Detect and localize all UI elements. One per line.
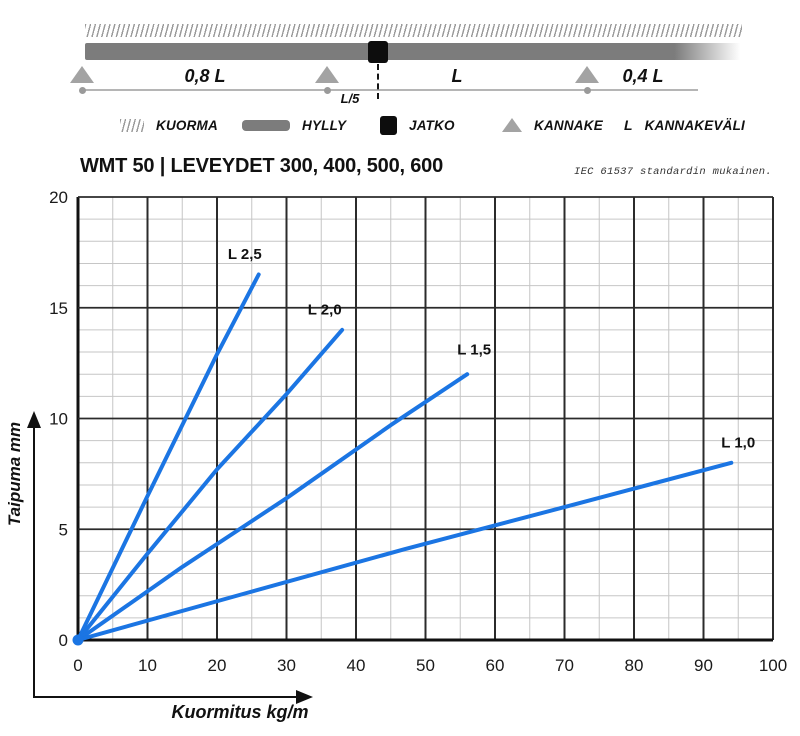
series-line (76, 372, 470, 642)
span-baseline (82, 89, 698, 91)
y-tick-label: 20 (49, 188, 68, 207)
support-point (584, 87, 591, 94)
y-axis-arrowhead-icon (27, 411, 41, 428)
y-tick-label: 0 (59, 631, 68, 650)
series-label: L 1,0 (721, 434, 755, 451)
y-tick-label: 5 (59, 520, 68, 539)
beam-diagram: 0,8 L L 0,4 L L/5 KUORMA HYLLY JATKO KAN… (0, 0, 800, 150)
x-tick-label: 0 (73, 656, 82, 675)
span-label-08l: 0,8 L (184, 66, 226, 86)
legend-item-hylly: HYLLY (242, 112, 346, 138)
standard-note: IEC 61537 standardin mukainen. (573, 166, 772, 178)
series-line (76, 327, 345, 642)
legend-label: KANNAKE (534, 117, 603, 133)
span-label-l: L (451, 66, 463, 86)
legend-item-kannake: KANNAKE (502, 112, 603, 138)
x-tick-label: 90 (694, 656, 713, 675)
x-tick-label: 20 (208, 656, 227, 675)
joint-square-icon (380, 115, 397, 135)
support-point (324, 87, 331, 94)
x-tick-label: 40 (347, 656, 366, 675)
x-tick-label: 50 (416, 656, 435, 675)
shelf-bar (85, 43, 747, 60)
series-label: L 2,0 (308, 301, 342, 318)
series-label: L 1,5 (457, 341, 491, 358)
legend-label: JATKO (409, 117, 455, 133)
x-tick-label: 60 (486, 656, 505, 675)
legend-label: KANNAKEVÄLI (644, 117, 746, 133)
joint-offset-label: L/5 (340, 91, 360, 106)
x-tick-label: 70 (555, 656, 574, 675)
support-triangle (70, 66, 94, 83)
x-tick-label: 80 (625, 656, 644, 675)
shelf-bar-icon (242, 119, 290, 131)
x-tick-label: 30 (277, 656, 296, 675)
y-tick-label: 10 (49, 410, 68, 429)
legend-item-jatko: JATKO (380, 112, 455, 138)
joint-offset-line (377, 64, 379, 99)
span-label-04l: 0,4 L (622, 66, 664, 86)
support-triangle (575, 66, 599, 83)
support-triangle (315, 66, 339, 83)
deflection-chart: L 2,5L 2,0L 1,5L 1,00 10 20 30 40 50 60 70 80 90 1… (5, 188, 787, 722)
span-symbol: L (624, 117, 633, 133)
series-line (76, 460, 734, 642)
series-line (76, 272, 261, 642)
load-hatch-icon (120, 118, 144, 132)
legend-item-kuorma: KUORMA (120, 112, 218, 138)
origin-point (72, 634, 84, 646)
legend-item-kannakevali: L KANNAKEVÄLI (624, 112, 745, 138)
x-axis-title: Kuormitus kg/m (171, 702, 308, 722)
support-triangle-icon (502, 118, 522, 132)
legend-label: KUORMA (156, 117, 218, 133)
x-axis-arrowhead-icon (296, 690, 313, 704)
load-hatch (85, 24, 742, 37)
page-title: WMT 50 | LEVEYDET 300, 400, 500, 600 (80, 155, 444, 177)
y-axis-title: Taipuma mm (5, 422, 24, 526)
support-point (79, 87, 86, 94)
y-tick-label: 15 (49, 299, 68, 318)
x-tick-label: 10 (138, 656, 157, 675)
joint-square (368, 41, 388, 63)
x-tick-label: 100 (759, 656, 787, 675)
series-label: L 2,5 (228, 246, 262, 263)
legend-label: HYLLY (302, 117, 347, 133)
